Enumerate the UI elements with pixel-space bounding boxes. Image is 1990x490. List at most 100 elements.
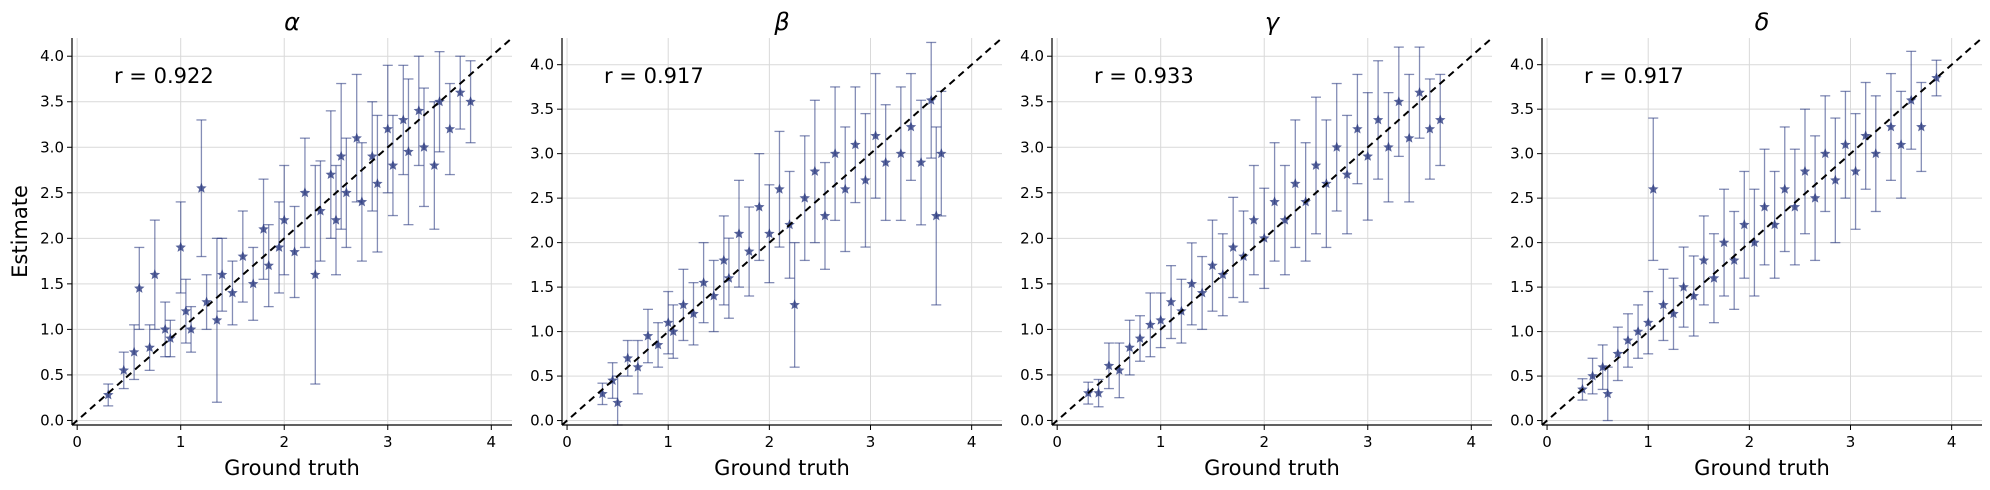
- data-point-star: [330, 214, 342, 225]
- data-point-star: [1393, 96, 1405, 107]
- data-point-star: [1414, 87, 1425, 98]
- y-tick-label: 1.0: [1020, 320, 1044, 338]
- data-point-star: [829, 148, 841, 159]
- data-point-star: [880, 157, 891, 167]
- data-point-star: [1809, 192, 1821, 203]
- panel-title: γ: [1265, 8, 1281, 36]
- x-axis-label: Ground truth: [714, 456, 850, 480]
- data-point-star: [118, 364, 129, 375]
- data-point-star: [315, 205, 326, 216]
- data-point-star: [382, 123, 393, 134]
- data-point-star: [708, 290, 719, 301]
- y-tick-label: 2.5: [1020, 184, 1044, 202]
- y-tick-label: 2.0: [1510, 234, 1534, 252]
- data-point-star: [1134, 333, 1146, 343]
- data-point-star: [1114, 364, 1125, 375]
- data-point-star: [1331, 141, 1342, 152]
- data-point-star: [144, 342, 155, 352]
- x-tick-label: 4: [1467, 433, 1477, 451]
- y-tick-label: 0.5: [530, 367, 554, 385]
- x-tick-label: 0: [1542, 433, 1552, 451]
- data-point-star: [351, 132, 362, 143]
- data-point-star: [1688, 290, 1699, 301]
- y-tick-label: 1.5: [530, 278, 554, 296]
- data-point-star: [622, 352, 633, 363]
- x-tick-label: 3: [383, 433, 393, 451]
- x-tick-label: 1: [1156, 433, 1166, 451]
- y-tick-label: 1.5: [1510, 278, 1534, 296]
- y-tick-label: 1.0: [1510, 323, 1534, 341]
- x-tick-label: 3: [1363, 433, 1373, 451]
- data-point-star: [1602, 388, 1613, 399]
- data-point-star: [1403, 132, 1415, 143]
- x-tick-label: 2: [1745, 433, 1755, 451]
- y-tick-label: 0.0: [530, 412, 554, 430]
- data-point-star: [398, 114, 409, 125]
- data-point-star: [1165, 296, 1177, 307]
- x-tick-label: 4: [1947, 433, 1957, 451]
- y-tick-label: 4.0: [530, 56, 554, 74]
- x-tick-label: 4: [967, 433, 977, 451]
- data-point-star: [1658, 299, 1669, 310]
- x-tick-label: 0: [1052, 433, 1062, 451]
- data-point-star: [418, 141, 430, 152]
- data-point-star: [1840, 139, 1851, 150]
- data-point-star: [1103, 360, 1115, 371]
- data-point-star: [175, 241, 186, 252]
- x-tick-label: 2: [1259, 433, 1269, 451]
- y-tick-label: 4.0: [1510, 56, 1534, 74]
- x-axis-label: Ground truth: [1204, 456, 1340, 480]
- data-point-star: [733, 228, 745, 239]
- x-tick-label: 2: [279, 433, 289, 451]
- data-point-star: [263, 260, 274, 271]
- data-point-star: [1698, 254, 1710, 265]
- x-tick-label: 3: [1846, 433, 1856, 451]
- data-point-star: [455, 87, 466, 98]
- data-point-star: [299, 187, 311, 198]
- data-point-star: [1885, 121, 1897, 132]
- data-point-star: [1739, 219, 1750, 230]
- data-point-star: [612, 397, 623, 408]
- data-point-star: [325, 169, 337, 179]
- y-tick-label: 1.5: [40, 275, 64, 293]
- data-point-star: [860, 174, 871, 185]
- data-point-star: [1341, 169, 1353, 179]
- data-point-star: [1749, 237, 1760, 248]
- data-point-star: [247, 278, 259, 289]
- data-point-star: [809, 165, 821, 176]
- data-point-star: [1145, 319, 1156, 330]
- panel-title: δ: [1755, 8, 1770, 36]
- data-point-star: [1718, 237, 1730, 248]
- data-point-star: [1383, 141, 1394, 152]
- data-point-star: [465, 96, 476, 107]
- data-point-star: [850, 139, 861, 150]
- data-point-star: [159, 323, 171, 334]
- y-tick-label: 2.0: [1020, 229, 1044, 247]
- data-point-star: [931, 210, 942, 221]
- data-point-star: [1916, 121, 1927, 132]
- identity-reference-line: [1051, 37, 1493, 426]
- y-tick-label: 2.0: [530, 234, 554, 252]
- data-point-star: [1155, 314, 1166, 325]
- data-point-star: [1587, 370, 1598, 381]
- data-point-star: [688, 308, 699, 319]
- data-point-star: [387, 160, 399, 170]
- data-point-star: [1424, 123, 1436, 134]
- data-point-star: [279, 214, 290, 225]
- data-point-star: [1820, 148, 1831, 159]
- data-point-star: [774, 183, 785, 194]
- y-tick-label: 4.0: [40, 47, 64, 65]
- x-axis-label: Ground truth: [1694, 456, 1830, 480]
- identity-reference-line: [71, 37, 513, 426]
- data-point-star: [1310, 160, 1322, 170]
- identity-reference-line: [561, 37, 1003, 426]
- data-point-star: [764, 228, 775, 239]
- y-tick-label: 0.5: [1020, 366, 1044, 384]
- data-point-star: [1643, 317, 1654, 328]
- data-point-star: [310, 269, 321, 280]
- data-point-star: [1708, 272, 1720, 283]
- data-point-star: [227, 287, 238, 298]
- x-tick-label: 1: [176, 433, 186, 451]
- data-point-star: [1895, 139, 1907, 150]
- y-tick-label: 2.5: [40, 184, 64, 202]
